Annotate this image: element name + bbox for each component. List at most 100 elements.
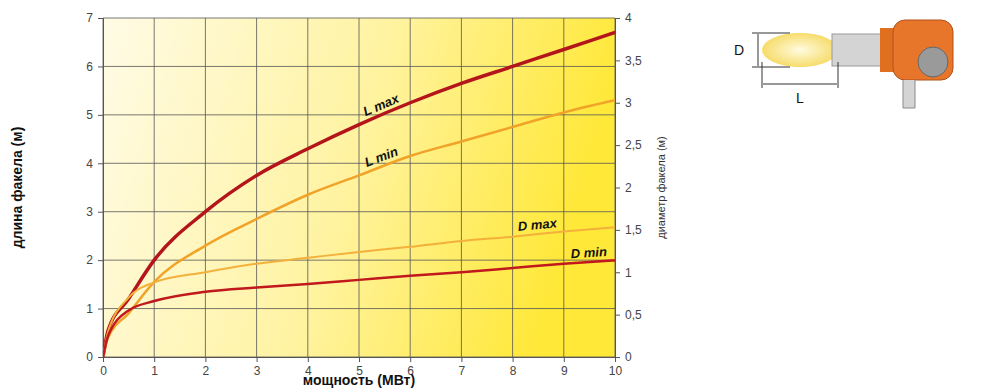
tick-label: 10 xyxy=(609,364,623,378)
grid-line-y xyxy=(103,163,615,164)
tick-mark xyxy=(461,357,462,362)
tick: 2 xyxy=(203,357,210,378)
tick: 5 xyxy=(86,108,103,122)
series-line xyxy=(103,33,615,357)
tick-label: 7 xyxy=(86,11,93,25)
y-axis-title: длина факела (м) xyxy=(9,127,25,249)
y2-axis-title: диаметр факела (м) xyxy=(655,136,667,239)
grid-line-y xyxy=(103,114,615,115)
tick: 9 xyxy=(561,357,568,378)
tick-label: 7 xyxy=(459,364,466,378)
tick-label: 4 xyxy=(86,157,93,171)
tick-mark xyxy=(98,212,103,213)
tick-mark xyxy=(615,145,620,146)
tick-mark xyxy=(308,357,309,362)
tick-label: 5 xyxy=(86,108,93,122)
tick: 2,5 xyxy=(615,138,642,152)
tick-mark xyxy=(615,188,620,189)
tick: 3 xyxy=(615,96,632,110)
tick-label: 2,5 xyxy=(625,138,642,152)
series-labels: L maxL minD maxD min xyxy=(361,90,608,261)
axis-line xyxy=(98,19,104,358)
tick-mark xyxy=(615,230,620,231)
annotation: L xyxy=(796,90,804,106)
tick: 3,5 xyxy=(615,54,642,68)
tick: 0,5 xyxy=(615,308,642,322)
dimension-lines xyxy=(752,33,838,88)
grid-line-y xyxy=(103,211,615,212)
tick-label: 0 xyxy=(100,364,107,378)
tick: 3 xyxy=(86,205,103,219)
tick-label: 3 xyxy=(625,96,632,110)
tick-label: 0,5 xyxy=(625,308,642,322)
tick-label: 9 xyxy=(561,364,568,378)
tick-label: 3,5 xyxy=(625,54,642,68)
tick: 1,5 xyxy=(615,223,642,237)
grid-line-x xyxy=(256,18,257,357)
tick: 3 xyxy=(254,357,261,378)
tick-label: 6 xyxy=(86,60,93,74)
series-label: D min xyxy=(570,244,607,261)
tick: 0 xyxy=(86,350,103,364)
tick-label: 3 xyxy=(254,364,261,378)
series-label: L max xyxy=(361,90,402,119)
series-line xyxy=(103,260,615,357)
tick: 0 xyxy=(100,357,107,378)
tick: 10 xyxy=(609,357,623,378)
burner-motor xyxy=(918,47,948,77)
tick-mark xyxy=(615,315,620,316)
grid-line-y xyxy=(103,66,615,67)
grid-line-x xyxy=(563,18,564,357)
tick-label: 1 xyxy=(151,364,158,378)
tick-label: 2 xyxy=(203,364,210,378)
burner-tube xyxy=(832,34,882,66)
series-line xyxy=(103,227,615,357)
grid-line-x xyxy=(410,18,411,357)
annotation: D xyxy=(734,42,744,58)
tick: 6 xyxy=(86,60,103,74)
series-label: D max xyxy=(517,215,558,234)
burner-body xyxy=(893,20,953,80)
tick-mark xyxy=(564,357,565,362)
grid-line-x xyxy=(461,18,462,357)
tick: 7 xyxy=(459,357,466,378)
tick: 1 xyxy=(151,357,158,378)
tick-label: 3 xyxy=(86,205,93,219)
plot-background xyxy=(103,18,615,357)
axis-line xyxy=(104,358,616,363)
tick-label: 0 xyxy=(86,350,93,364)
grid-line-x xyxy=(205,18,206,357)
tick-mark xyxy=(615,60,620,61)
burner-flange xyxy=(880,28,894,72)
tick-mark xyxy=(154,357,155,362)
tick-label: 1,5 xyxy=(625,223,642,237)
tick-mark xyxy=(257,357,258,362)
tick: 4 xyxy=(86,157,103,171)
grid-line-x xyxy=(512,18,513,357)
tick-mark xyxy=(98,115,103,116)
grid-line-x xyxy=(359,18,360,357)
flame xyxy=(762,33,838,67)
tick-mark xyxy=(98,163,103,164)
grid-line-x xyxy=(307,18,308,357)
tick-label: 1 xyxy=(625,266,632,280)
tick-mark xyxy=(98,309,103,310)
tick-mark xyxy=(615,103,620,104)
tick-mark xyxy=(98,18,103,19)
tick-label: 1 xyxy=(86,302,93,316)
burner-icon: DL xyxy=(734,20,953,108)
tick: 0 xyxy=(615,350,632,364)
tick-mark xyxy=(513,357,514,362)
tick: 1 xyxy=(615,266,632,280)
tick-mark xyxy=(359,357,360,362)
tick-label: 0 xyxy=(625,350,632,364)
axis-line xyxy=(616,19,621,358)
grid xyxy=(103,18,615,357)
tick-mark xyxy=(615,357,620,358)
tick-mark xyxy=(98,260,103,261)
series-line xyxy=(103,100,615,357)
x-axis-title: мощность (МВт) xyxy=(303,372,415,388)
y2-axis: 00,511,522,533,54 xyxy=(615,11,642,364)
tick: 2 xyxy=(86,253,103,267)
tick: 1 xyxy=(86,302,103,316)
